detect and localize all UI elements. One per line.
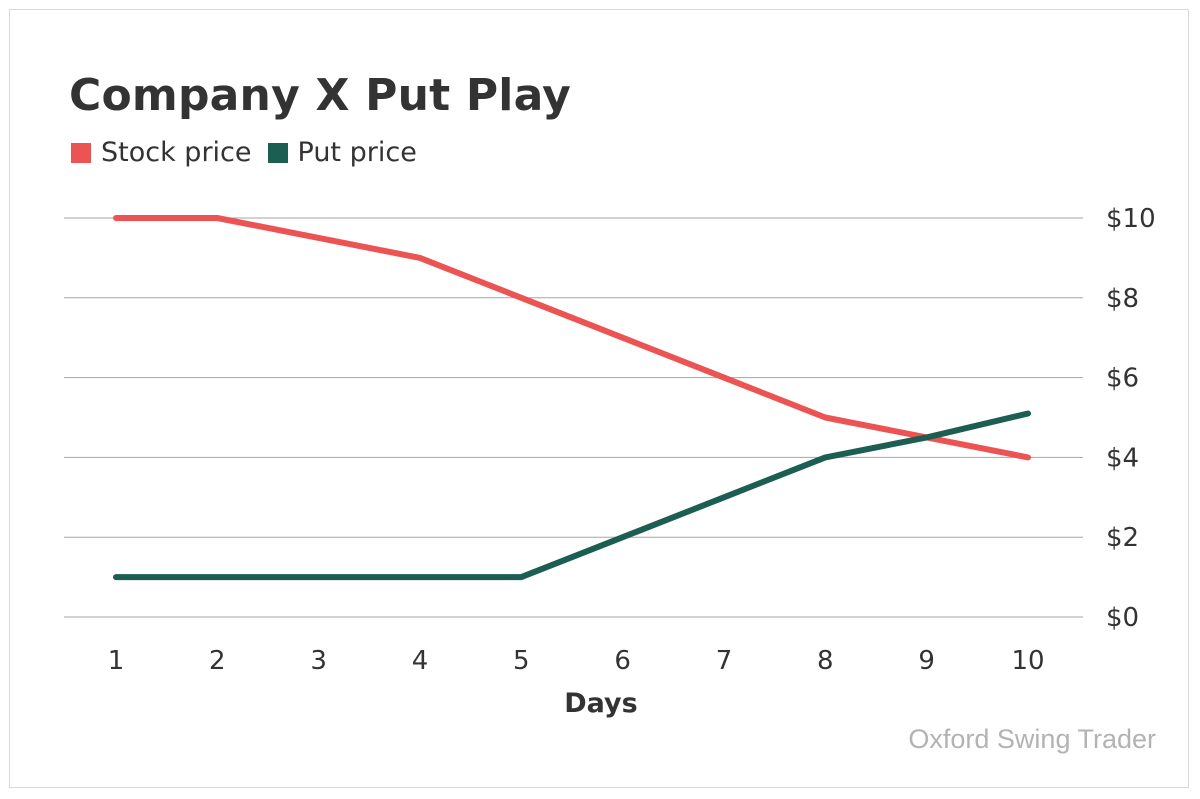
y-tick-label-0: $0 [1106, 603, 1139, 633]
series-lines [113, 215, 1031, 581]
y-tick-label-8: $8 [1106, 284, 1139, 314]
legend-swatch-put-price [267, 142, 288, 163]
legend-label-stock-price: Stock price [101, 137, 252, 168]
legend: Stock price Put price [71, 137, 433, 168]
gridlines [64, 217, 1083, 618]
x-tick-label-1: 1 [108, 646, 125, 676]
y-axis-tick-labels: $0 $2 $4 $6 $8 $10 [1106, 204, 1156, 633]
legend-label-put-price: Put price [297, 137, 417, 168]
x-tick-label-4: 4 [412, 646, 429, 676]
legend-item-put-price: Put price [267, 137, 417, 168]
x-tick-label-6: 6 [614, 646, 631, 676]
y-tick-label-4: $4 [1106, 443, 1139, 473]
chart-title: Company X Put Play [69, 70, 571, 121]
y-tick-label-2: $2 [1106, 523, 1139, 553]
x-tick-label-5: 5 [513, 646, 530, 676]
y-tick-label-6: $6 [1106, 364, 1139, 394]
series-line-stock-price [113, 215, 1031, 461]
x-axis-tick-labels: 1 2 3 4 5 6 7 8 9 10 [108, 646, 1045, 676]
x-tick-label-7: 7 [716, 646, 733, 676]
x-tick-label-3: 3 [310, 646, 327, 676]
legend-item-stock-price: Stock price [71, 137, 252, 168]
legend-swatch-stock-price [71, 142, 91, 163]
chart-frame [9, 9, 1189, 788]
x-tick-label-8: 8 [817, 646, 834, 676]
x-tick-label-9: 9 [918, 646, 935, 676]
source-credit: Oxford Swing Trader [908, 724, 1156, 754]
y-tick-label-10: $10 [1106, 204, 1156, 234]
series-line-put-price [113, 410, 1031, 581]
x-axis-title: Days [564, 688, 637, 719]
x-tick-label-10: 10 [1011, 646, 1044, 676]
x-tick-label-2: 2 [209, 646, 226, 676]
